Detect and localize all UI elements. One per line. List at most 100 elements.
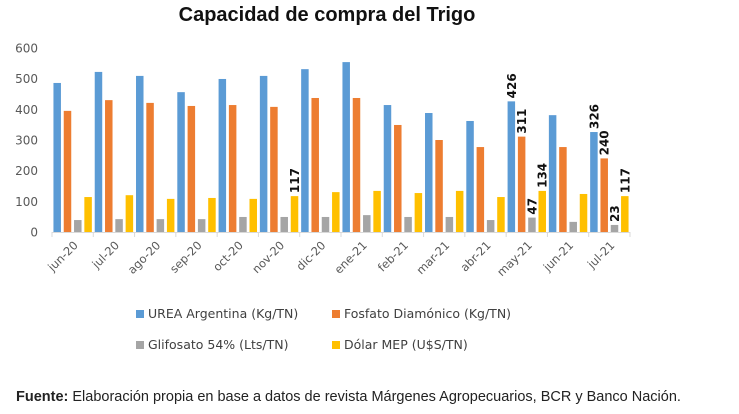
bar-may-21-series-1 (507, 101, 516, 232)
y-tick-label: 400 (15, 103, 38, 117)
bar-feb-21-series-3 (404, 216, 412, 232)
bar-jul-21-series-4 (621, 196, 629, 232)
legend-label: Glifosato 54% (Lts/TN) (148, 337, 288, 352)
bar-abr-21-series-2 (476, 147, 485, 232)
bar-ago-20-series-3 (156, 219, 165, 232)
data-label: 311 (515, 109, 529, 134)
data-label: 326 (587, 104, 601, 129)
bar-sep-20-series-1 (177, 92, 185, 232)
bars-group (53, 62, 629, 233)
legend-item: UREA Argentina (Kg/TN) (136, 306, 298, 321)
bar-oct-20-series-2 (228, 105, 237, 232)
bar-jul-21-series-1 (590, 132, 598, 232)
x-tick-label: oct-20 (210, 238, 246, 274)
source-label: Fuente: (16, 389, 69, 405)
bar-abr-21-series-1 (466, 120, 474, 232)
x-tick-label: ene-21 (331, 238, 369, 276)
x-tick-label: dic-20 (293, 238, 328, 273)
bar-ene-21-series-4 (373, 190, 381, 232)
x-axis: jun-20 jul-20 ago-20 sep-20 oct-20 nov-20 dic-… (44, 232, 631, 279)
bar-chart: Capacidad de compra del Trigo 0 100 200 300… (15, 4, 632, 352)
bar-jul-20-series-1 (94, 71, 103, 232)
x-tick-label: jun-21 (540, 238, 576, 274)
bar-oct-20-series-4 (249, 198, 257, 232)
legend: UREA Argentina (Kg/TN) Fosfato Diamónico … (136, 306, 511, 352)
x-tick-label: sep-20 (167, 238, 205, 276)
bar-mar-21-series-3 (445, 216, 454, 232)
legend-swatch (136, 341, 144, 349)
legend-swatch (332, 341, 340, 349)
x-tick-label: may-21 (494, 238, 535, 279)
bar-ago-20-series-4 (166, 198, 175, 232)
x-tick-label: abr-21 (457, 238, 493, 274)
bar-jul-21-series-3 (610, 224, 619, 232)
legend-item: Dólar MEP (U$S/TN) (332, 337, 468, 352)
data-label: 47 (525, 198, 539, 215)
bar-sep-20-series-2 (187, 105, 196, 232)
bar-nov-20-series-1 (259, 75, 268, 232)
bar-oct-20-series-1 (218, 78, 227, 233)
bar-ene-21-series-3 (363, 215, 371, 232)
bar-jun-21-series-3 (569, 221, 577, 232)
y-tick-label: 200 (15, 164, 38, 178)
legend-item: Glifosato 54% (Lts/TN) (136, 337, 288, 352)
x-tick-label: jun-20 (44, 238, 80, 274)
bar-jul-20-series-3 (115, 219, 123, 232)
source-note: Fuente: Elaboración propia en base a dat… (16, 389, 681, 405)
legend-label: Fosfato Diamónico (Kg/TN) (344, 306, 511, 321)
bar-may-21-series-3 (528, 217, 536, 232)
bar-abr-21-series-3 (486, 220, 495, 232)
bar-may-21-series-2 (517, 136, 526, 232)
y-tick-label: 100 (15, 195, 38, 209)
bar-nov-20-series-4 (290, 196, 299, 232)
data-label: 426 (505, 73, 519, 98)
y-tick-label: 500 (15, 72, 38, 86)
bar-jun-20-series-1 (53, 82, 61, 233)
data-label: 240 (598, 130, 612, 155)
y-tick-label: 300 (15, 134, 38, 148)
bar-jul-20-series-2 (105, 100, 113, 232)
bar-ago-20-series-2 (146, 102, 154, 232)
y-tick-label: 0 (30, 226, 38, 240)
bar-nov-20-series-2 (270, 106, 278, 232)
x-tick-label: feb-21 (375, 238, 411, 274)
bar-ago-20-series-1 (136, 75, 144, 232)
x-tick-label: ago-20 (125, 238, 163, 276)
legend-item: Fosfato Diamónico (Kg/TN) (332, 306, 511, 321)
bar-mar-21-series-2 (435, 140, 443, 232)
data-label: 117 (288, 168, 302, 193)
bar-may-21-series-4 (538, 190, 546, 232)
bar-jun-20-series-2 (63, 110, 72, 232)
legend-label: UREA Argentina (Kg/TN) (148, 306, 298, 321)
bar-dic-20-series-1 (301, 69, 309, 232)
bar-jun-21-series-1 (548, 115, 557, 232)
bar-mar-21-series-4 (455, 190, 464, 232)
bar-mar-21-series-1 (425, 113, 433, 232)
bar-jun-21-series-4 (579, 193, 588, 232)
bar-sep-20-series-3 (197, 219, 206, 232)
bar-feb-21-series-4 (414, 193, 423, 232)
data-label: 134 (536, 163, 550, 188)
source-text: Elaboración propia en base a datos de re… (68, 389, 681, 405)
bar-abr-21-series-4 (497, 197, 505, 232)
bar-sep-20-series-4 (208, 197, 216, 232)
bar-ene-21-series-1 (342, 62, 350, 233)
x-tick-label: mar-21 (413, 238, 452, 277)
bar-dic-20-series-2 (311, 97, 319, 232)
legend-swatch (332, 310, 340, 318)
bar-feb-21-series-2 (394, 124, 402, 232)
bar-jun-21-series-2 (559, 147, 567, 232)
bar-dic-20-series-4 (332, 192, 340, 232)
legend-swatch (136, 310, 144, 318)
x-tick-label: nov-20 (249, 238, 287, 276)
bar-ene-21-series-2 (352, 97, 361, 232)
bar-nov-20-series-3 (280, 216, 288, 232)
y-axis: 0 100 200 300 400 500 600 (15, 42, 38, 240)
x-tick-label: jul-21 (584, 238, 618, 272)
x-tick-label: jul-20 (88, 238, 122, 272)
bar-oct-20-series-3 (239, 216, 247, 232)
bar-jul-21-series-2 (600, 158, 608, 232)
y-tick-label: 600 (15, 42, 38, 56)
data-label: 23 (608, 205, 622, 222)
